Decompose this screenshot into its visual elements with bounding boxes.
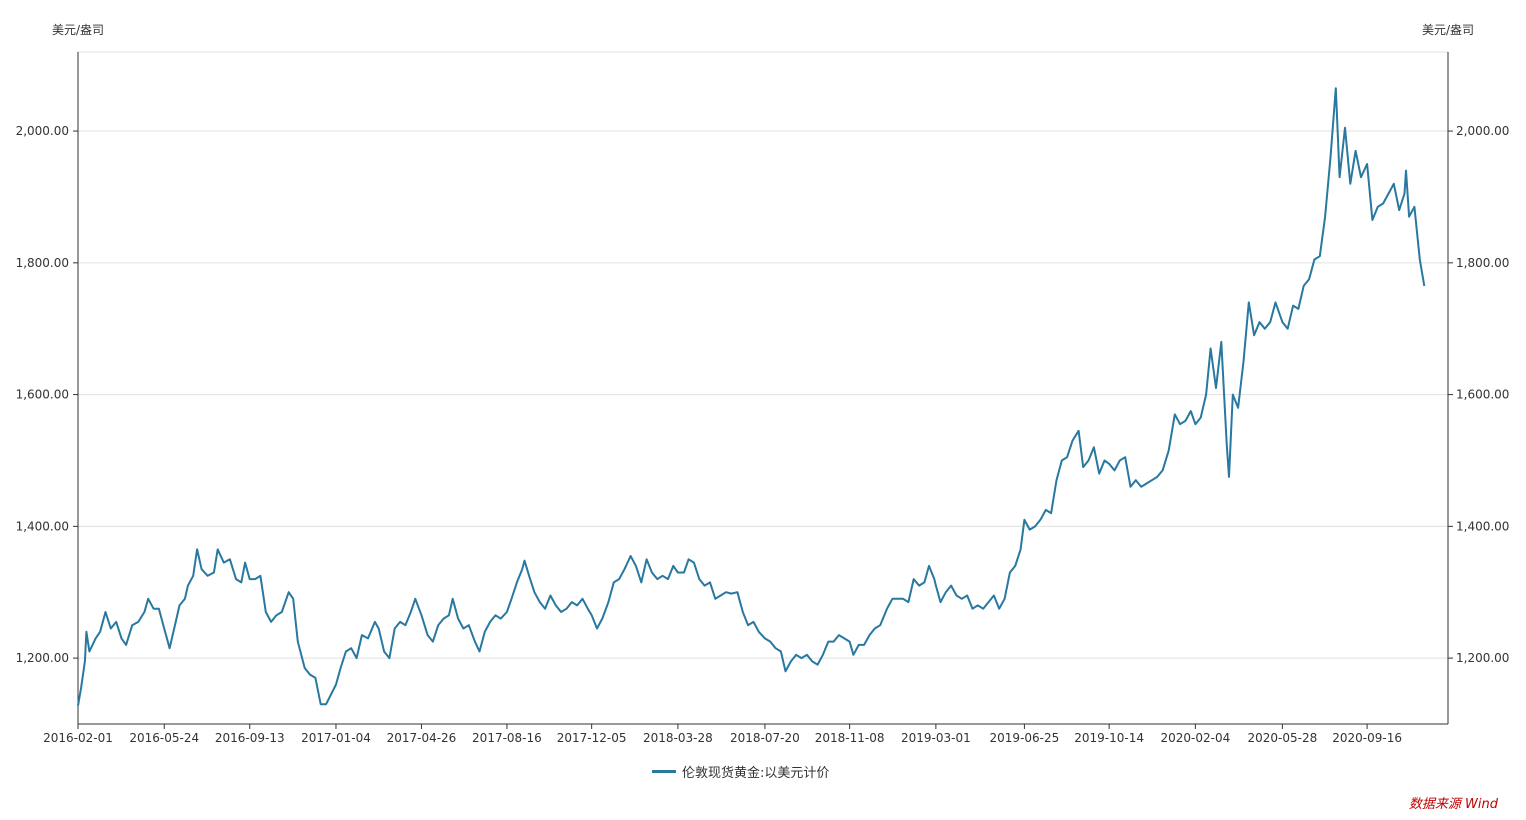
x-tick-label: 2019-03-01	[901, 731, 971, 745]
series-lines	[77, 87, 1426, 706]
data-source-label: 数据来源 Wind	[1408, 797, 1498, 812]
x-tick-labels: 2016-02-01 2016-05-24 2016-09-13 2017-01-04…	[43, 731, 1402, 745]
left-y-tick-label: 1,600.00	[16, 388, 69, 402]
x-tick-label: 2020-02-04	[1160, 731, 1230, 745]
right-axis-unit-label: 美元/盎司	[1422, 23, 1474, 37]
x-tick-label: 2016-05-24	[129, 731, 199, 745]
x-tick-label: 2016-09-13	[215, 731, 285, 745]
series-line[interactable]	[77, 87, 1426, 706]
right-y-tick-labels: 1,200.00 1,400.00 1,600.00 1,800.00 2,000.00	[1456, 124, 1509, 665]
left-axis-unit-label: 美元/盎司	[52, 23, 104, 37]
x-tick-label: 2017-12-05	[557, 731, 627, 745]
x-tick-label: 2018-03-28	[643, 731, 713, 745]
gridlines	[78, 51, 1448, 659]
x-tick-label: 2020-09-16	[1332, 731, 1402, 745]
left-y-tick-label: 1,800.00	[16, 256, 69, 270]
right-y-tick-label: 1,200.00	[1456, 651, 1509, 665]
x-tick-label: 2017-01-04	[301, 731, 371, 745]
x-tick-label: 2019-06-25	[990, 731, 1060, 745]
axes	[73, 52, 1453, 729]
chart-legend[interactable]: 伦敦现货黄金:以美元计价	[652, 762, 829, 781]
right-y-tick-label: 1,800.00	[1456, 256, 1509, 270]
left-y-tick-label: 1,200.00	[16, 651, 69, 665]
x-tick-label: 2016-02-01	[43, 731, 113, 745]
x-tick-label: 2017-04-26	[387, 731, 457, 745]
right-y-tick-label: 2,000.00	[1456, 124, 1509, 138]
x-tick-label: 2018-11-08	[815, 731, 885, 745]
x-tick-label: 2019-10-14	[1074, 731, 1144, 745]
x-tick-label: 2020-05-28	[1248, 731, 1318, 745]
x-tick-label: 2018-07-20	[730, 731, 800, 745]
left-y-tick-label: 2,000.00	[16, 124, 69, 138]
left-y-tick-labels: 1,200.00 1,400.00 1,600.00 1,800.00 2,000.00	[16, 124, 69, 665]
right-y-tick-label: 1,400.00	[1456, 519, 1509, 533]
left-y-tick-label: 1,400.00	[16, 519, 69, 533]
right-y-tick-label: 1,600.00	[1456, 388, 1509, 402]
x-tick-label: 2017-08-16	[472, 731, 542, 745]
legend-series-label: 伦敦现货黄金:以美元计价	[682, 766, 830, 781]
legend-line-swatch	[652, 770, 676, 773]
